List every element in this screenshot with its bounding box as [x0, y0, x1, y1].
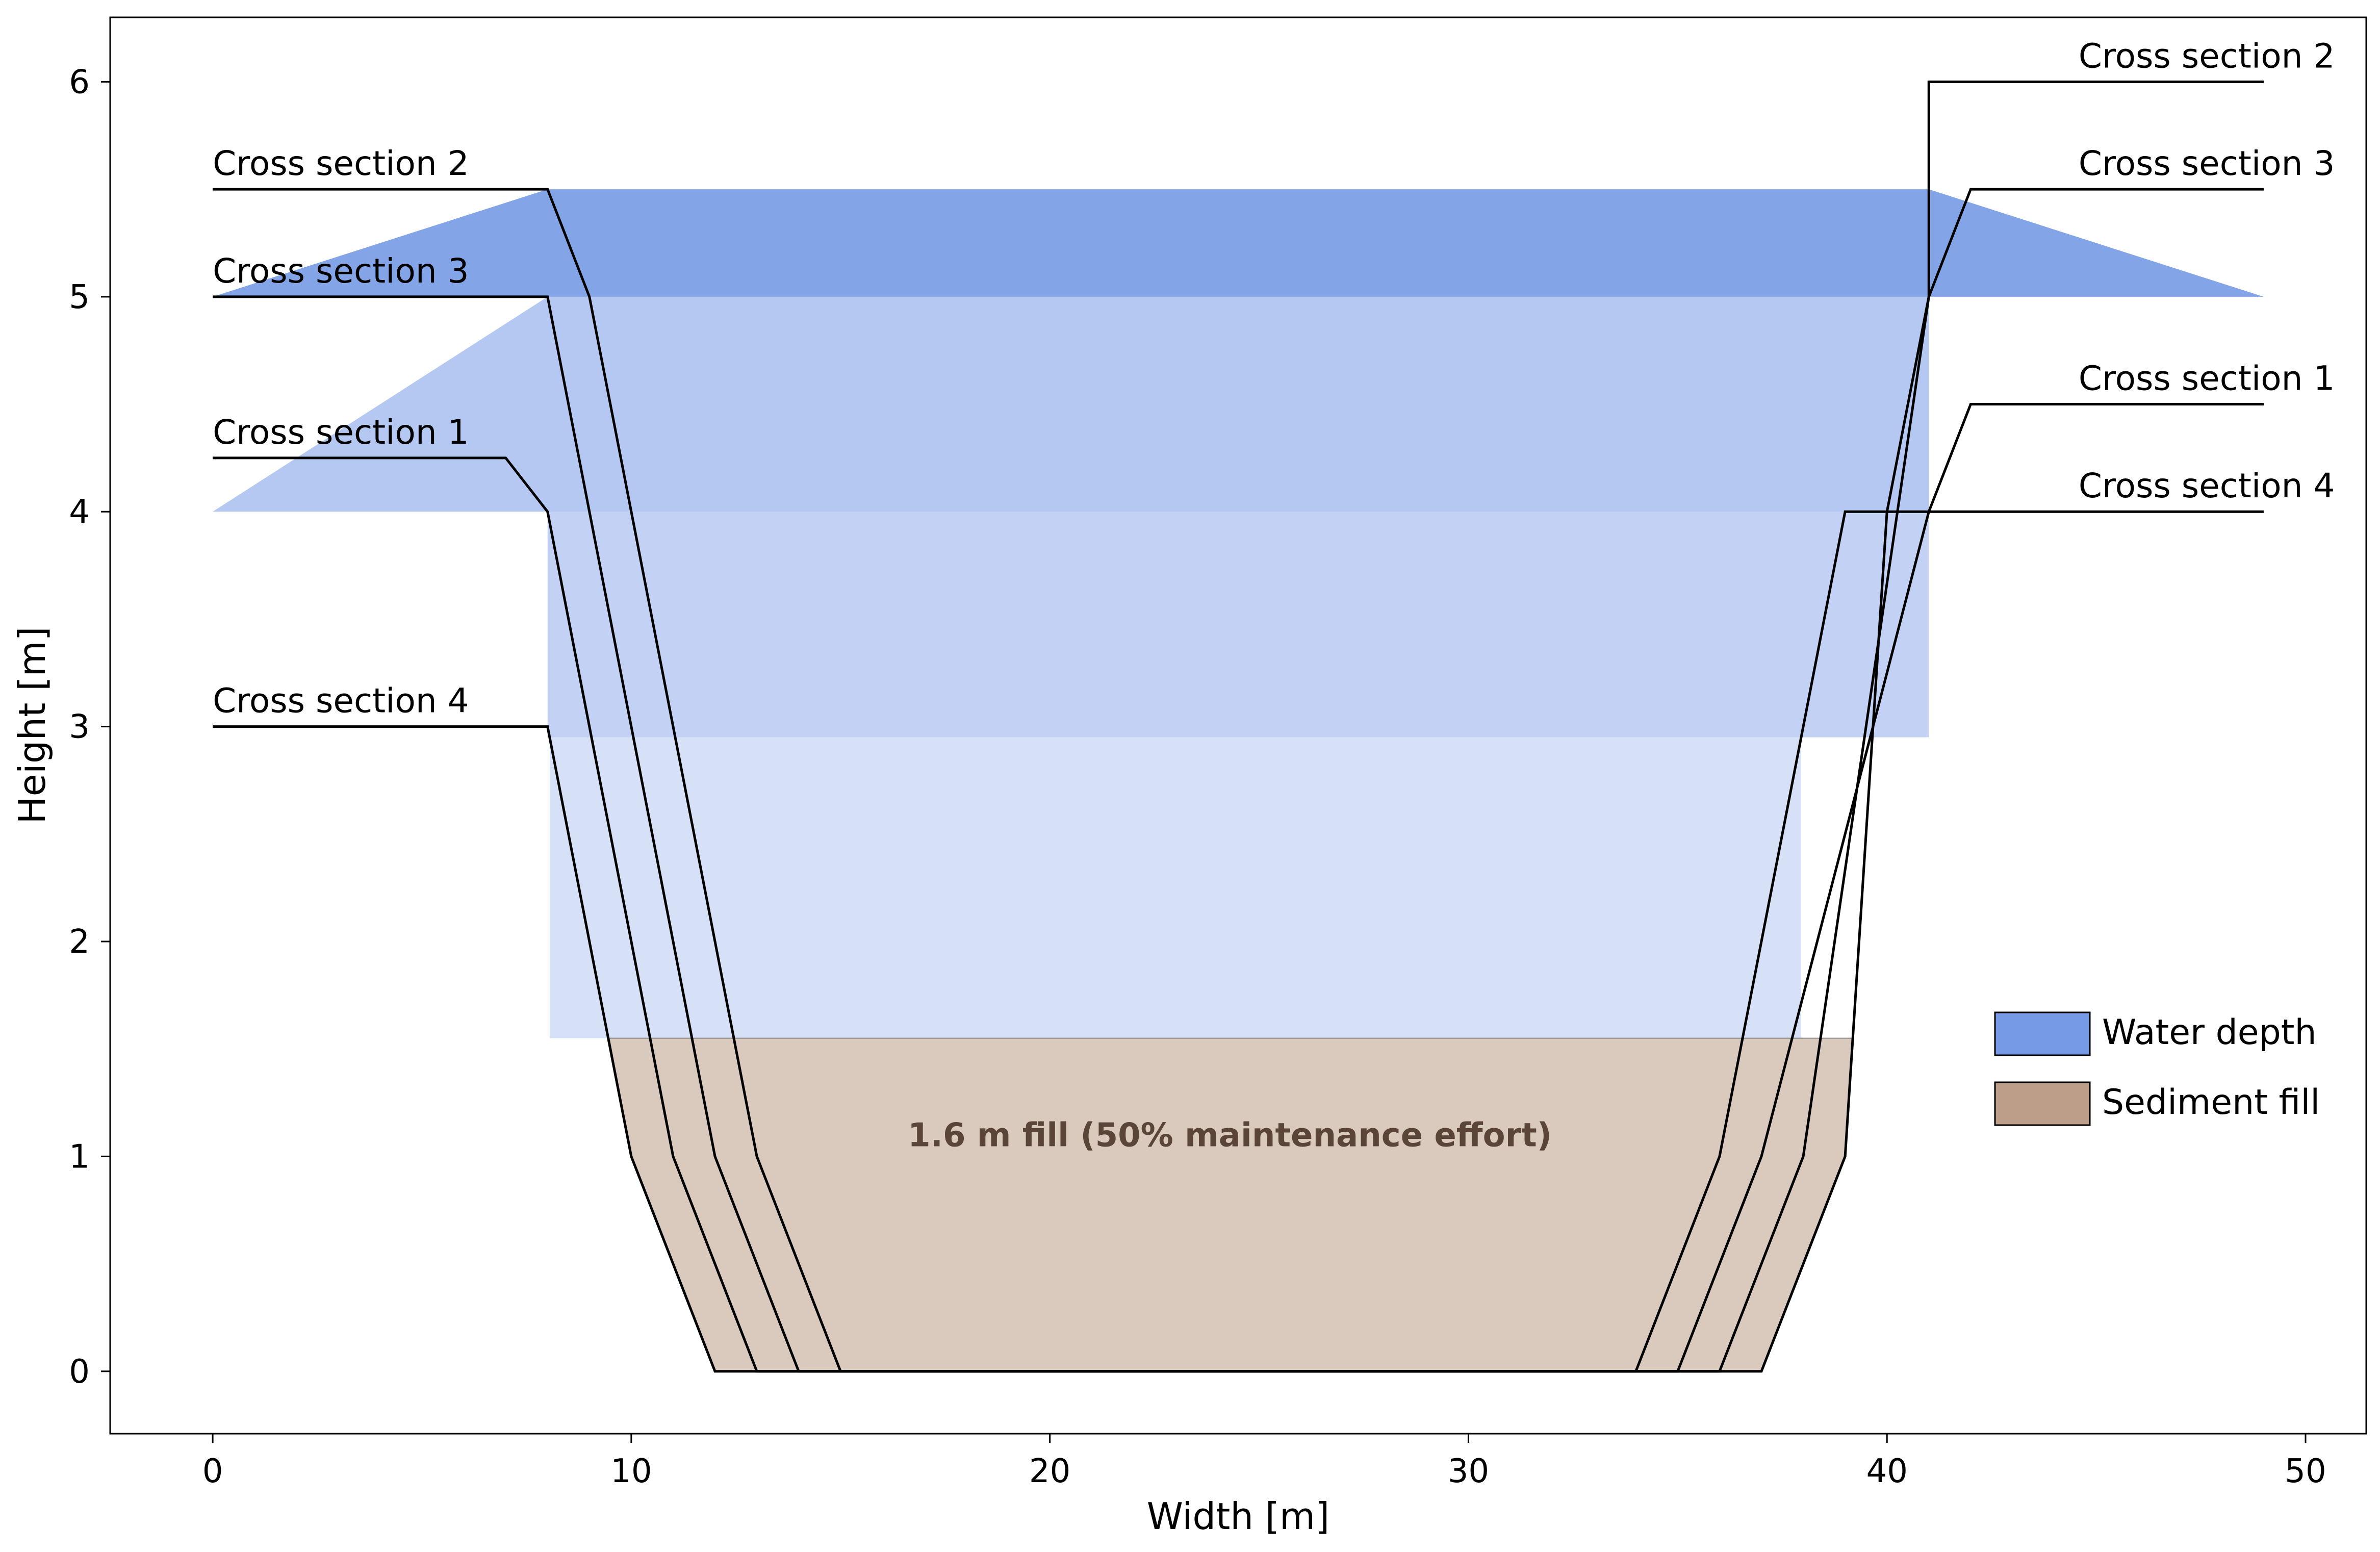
x-tick-label: 20 [1029, 1453, 1070, 1490]
y-axis-ticks: 0 1 2 3 4 5 6 [69, 63, 110, 1391]
right-label-cross-section-4: Cross section 4 [2079, 466, 2335, 505]
water-band-cross-section-1 [547, 512, 1929, 737]
y-tick-label: 3 [69, 708, 90, 746]
y-axis-label: Height [m] [11, 626, 54, 824]
water-band-cross-section-4 [549, 737, 1801, 1038]
y-tick-label: 1 [69, 1138, 90, 1176]
x-tick-label: 10 [610, 1453, 652, 1490]
y-tick-label: 5 [69, 278, 90, 316]
x-axis-label: Width [m] [1147, 1495, 1329, 1538]
legend-swatch-water [1994, 1011, 2091, 1056]
x-tick-label: 30 [1448, 1453, 1489, 1490]
left-label-cross-section-2: Cross section 2 [213, 144, 469, 183]
x-tick-label: 40 [1866, 1453, 1907, 1490]
sediment-fill-area [608, 1038, 1853, 1371]
y-tick-label: 6 [69, 63, 90, 101]
left-label-cross-section-4: Cross section 4 [213, 681, 469, 721]
right-label-cross-section-3: Cross section 3 [2079, 144, 2335, 183]
legend: Water depth Sediment fill [1994, 1011, 2320, 1126]
water-depth-layer [213, 189, 2264, 1038]
y-tick-label: 0 [69, 1353, 90, 1391]
x-tick-label: 50 [2285, 1453, 2326, 1490]
legend-label-water: Water depth [2102, 1012, 2317, 1053]
sediment-fill-layer [608, 1037, 1853, 1371]
right-label-cross-section-1: Cross section 1 [2079, 359, 2335, 398]
y-tick-label: 2 [69, 923, 90, 961]
cross-section-labels: Cross section 2 Cross section 3 Cross sect… [213, 36, 2335, 720]
y-tick-label: 4 [69, 493, 90, 531]
sediment-fill-annotation: 1.6 m fill (50% maintenance effort) [908, 1116, 1552, 1154]
legend-label-sediment: Sediment fill [2102, 1082, 2320, 1123]
x-tick-label: 0 [202, 1453, 223, 1490]
water-band-cross-section-3 [213, 296, 1929, 512]
right-label-cross-section-2: Cross section 2 [2079, 36, 2335, 75]
profile-line-cross-section-4 [213, 510, 2264, 1373]
plot-frame [109, 16, 2367, 1435]
water-band-cross-section-2 [213, 189, 2264, 297]
left-label-cross-section-1: Cross section 1 [213, 413, 469, 452]
x-axis-ticks: 0 10 20 30 40 50 [202, 1434, 2326, 1490]
cross-section-profiles [213, 80, 2264, 1373]
legend-swatch-sediment [1994, 1081, 2091, 1126]
left-label-cross-section-3: Cross section 3 [213, 251, 469, 291]
